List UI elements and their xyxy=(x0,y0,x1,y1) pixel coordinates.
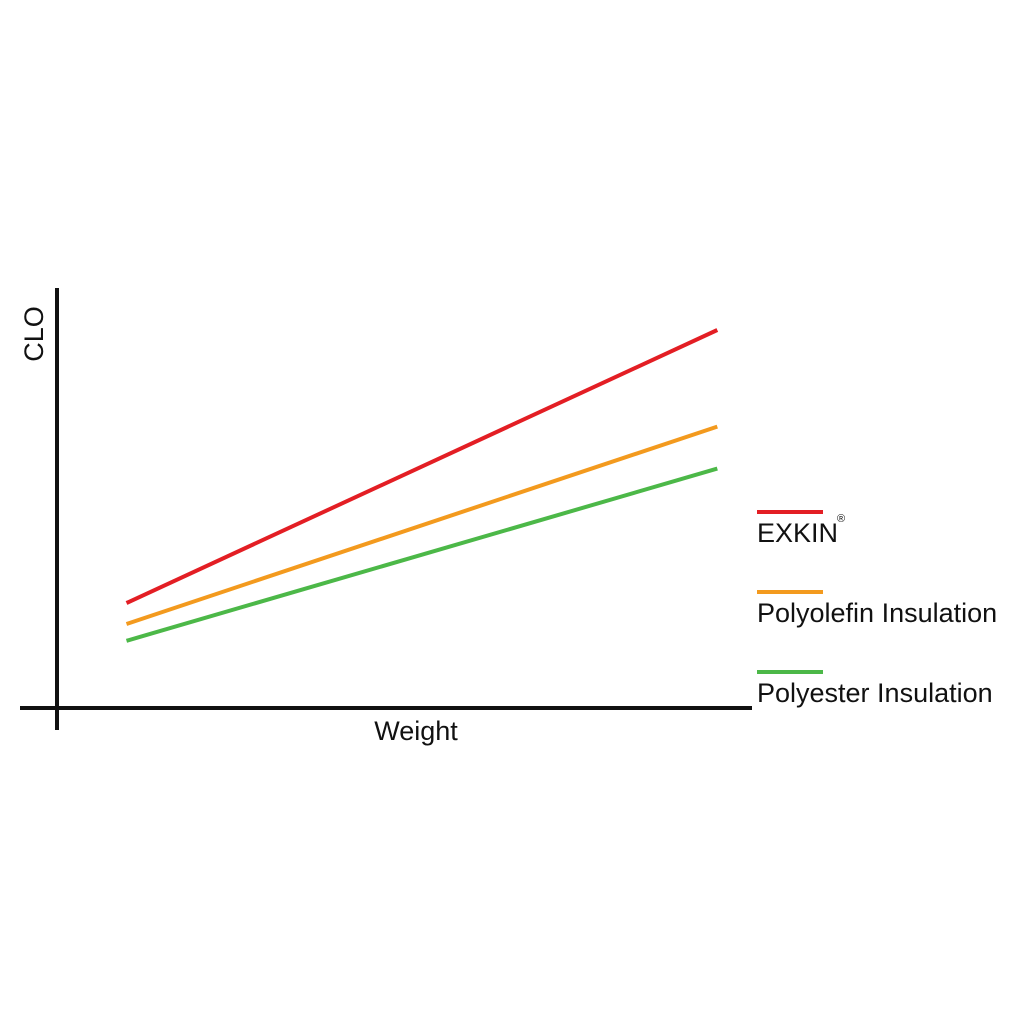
series-line-1 xyxy=(125,328,719,605)
legend-label: Polyolefin Insulation xyxy=(757,598,997,628)
legend: EXKIN® Polyolefin Insulation Polyester Ins… xyxy=(757,510,997,708)
legend-item-1: EXKIN® xyxy=(757,510,845,548)
legend-label: Polyester Insulation xyxy=(757,678,993,708)
series-layer xyxy=(125,328,719,643)
x-axis-label: Weight xyxy=(374,716,458,746)
axes xyxy=(20,288,752,730)
legend-item-2: Polyolefin Insulation xyxy=(757,590,997,628)
series-line-3 xyxy=(125,466,718,643)
series-line-2 xyxy=(125,424,718,626)
registered-mark: ® xyxy=(837,513,845,525)
legend-item-3: Polyester Insulation xyxy=(757,670,993,708)
y-axis-label: CLO xyxy=(19,306,49,362)
legend-label: EXKIN xyxy=(757,518,838,548)
